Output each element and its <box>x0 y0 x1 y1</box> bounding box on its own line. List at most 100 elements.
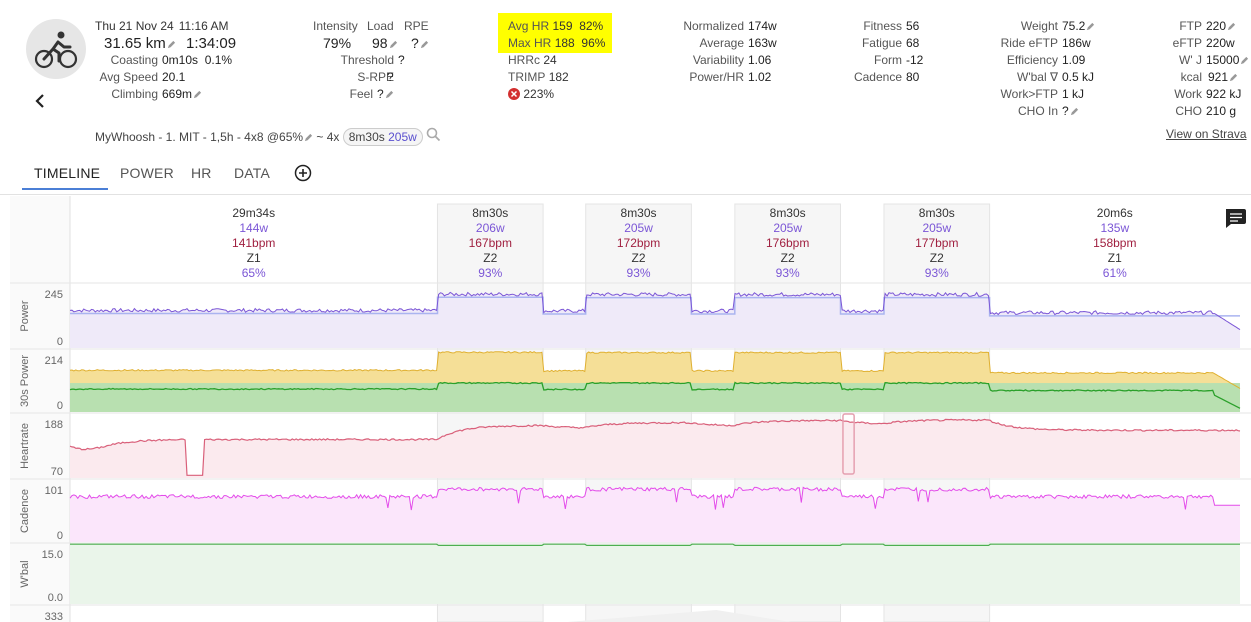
interval-pct-label: 61% <box>1103 266 1127 280</box>
interval-bpm-label: 141bpm <box>232 236 275 250</box>
work-value: 922 kJ <box>1206 87 1242 101</box>
edit-icon[interactable] <box>1070 107 1079 116</box>
cycling-icon <box>34 31 78 69</box>
weight-label: Weight <box>1020 19 1058 33</box>
threshold-value[interactable]: ? <box>398 53 405 67</box>
ftp-value[interactable]: 220 <box>1206 19 1236 33</box>
load-label: Load <box>367 19 394 33</box>
add-tab-icon[interactable] <box>294 164 312 182</box>
edit-icon[interactable] <box>389 40 398 49</box>
interval-bpm-label: 176bpm <box>766 236 809 250</box>
wbal-series <box>70 543 1240 546</box>
panel-axis-label: W'bal <box>19 560 31 587</box>
distance-value[interactable]: 31.65 km <box>104 35 176 52</box>
avg-hr: Avg HR 159 82% <box>508 19 604 33</box>
rpe-label: RPE <box>404 19 429 33</box>
wj-value[interactable]: 15000 <box>1206 53 1249 67</box>
trimp: TRIMP 182 <box>508 70 569 84</box>
edit-icon[interactable] <box>167 40 176 49</box>
tab-power[interactable]: POWER <box>120 165 174 181</box>
comment-icon-lines <box>1230 213 1242 222</box>
fitness-label: Fitness <box>863 19 902 33</box>
panel-axis-label: Heartrate <box>19 423 31 469</box>
interval-dur-label: 8m30s <box>621 206 657 220</box>
interval-pct-label: 65% <box>242 266 266 280</box>
kcal-value[interactable]: 921 <box>1208 70 1238 84</box>
interval-pct-label: 93% <box>776 266 800 280</box>
active-tab-indicator <box>22 188 108 190</box>
variability-value: 1.06 <box>748 53 772 67</box>
view-on-strava-link[interactable]: View on Strava <box>1166 127 1247 141</box>
interval-chip[interactable]: 8m30s 205w <box>342 128 423 146</box>
interval-w-label: 205w <box>773 221 802 235</box>
back-chevron-icon[interactable] <box>32 92 48 110</box>
error-icon <box>508 88 520 100</box>
work-label: Work <box>1174 87 1202 101</box>
edit-icon[interactable] <box>193 90 202 99</box>
hr-series <box>69 418 1241 476</box>
fatigue-label: Fatigue <box>861 36 902 50</box>
edit-icon[interactable] <box>1229 73 1238 82</box>
edit-icon[interactable] <box>1086 22 1095 31</box>
wbal-area <box>70 544 1240 604</box>
feel-label: Feel <box>349 87 373 101</box>
edit-icon[interactable] <box>1240 56 1249 65</box>
search-icon[interactable] <box>426 127 441 142</box>
efficiency-label: Efficiency <box>1006 53 1058 67</box>
wbal-value: 0.5 kJ <box>1062 70 1095 84</box>
avg-speed-value: 20.1 <box>162 70 186 84</box>
edit-icon[interactable] <box>420 40 429 49</box>
activity-datetime: Thu 21 Nov 24 11:16 AM <box>95 19 229 33</box>
max-hr: Max HR 188 96% <box>508 36 606 50</box>
srpe-value[interactable]: ? <box>387 70 394 84</box>
panel-max-tick: 245 <box>45 289 63 301</box>
normalized-label: Normalized <box>683 19 744 33</box>
ftp-label: FTP <box>1179 19 1202 33</box>
header-divider <box>0 194 1251 195</box>
edit-icon[interactable] <box>385 90 394 99</box>
ride-eftp-label: Ride eFTP <box>1000 36 1058 50</box>
cadence-label: Cadence <box>853 70 902 84</box>
interval-dur-label: 29m34s <box>232 206 275 220</box>
hr-highlight <box>498 13 612 53</box>
duration-value[interactable]: 1:34:09 <box>186 35 237 52</box>
tab-hr[interactable]: HR <box>191 165 212 181</box>
interval-bpm-label: 167bpm <box>469 236 512 250</box>
tab-timeline[interactable]: TIMELINE <box>34 165 101 181</box>
activity-name[interactable]: MyWhoosh - 1. MIT - 1,5h - 4x8 @65% ~ 4x… <box>95 128 423 146</box>
power30-base-area <box>70 383 1240 412</box>
comment-icon[interactable] <box>1226 209 1246 228</box>
interval-dur-label: 8m30s <box>472 206 508 220</box>
climbing-label: Climbing <box>111 87 158 101</box>
average-label: Average <box>699 36 744 50</box>
interval-zone-label: Z2 <box>632 251 646 265</box>
interval-w-label: 205w <box>922 221 951 235</box>
weight-value[interactable]: 75.2 <box>1062 19 1095 33</box>
hrrc: HRRc 24 <box>508 53 557 67</box>
sport-avatar[interactable] <box>26 19 86 79</box>
interval-w-label: 205w <box>624 221 653 235</box>
form-value: -12 <box>906 53 924 67</box>
timeline-chart[interactable]: 29m34s144w141bpmZ165%8m30s206w167bpmZ293… <box>0 196 1251 622</box>
wj-label: W' J <box>1179 53 1202 67</box>
panel-min-tick: 0.0 <box>48 592 63 604</box>
edit-icon[interactable] <box>1227 22 1236 31</box>
tab-data[interactable]: DATA <box>234 165 271 181</box>
interval-w-label: 135w <box>1100 221 1129 235</box>
cadence-series <box>69 486 1240 511</box>
climbing-value[interactable]: 669m <box>162 87 202 101</box>
edit-icon[interactable] <box>304 133 313 142</box>
interval-w-label: 144w <box>239 221 268 235</box>
panel-axis-label: 30s Power <box>19 355 31 407</box>
feel-value[interactable]: ? <box>377 87 394 101</box>
load-value[interactable]: 98 <box>372 35 398 51</box>
interval-bpm-label: 158bpm <box>1093 236 1136 250</box>
cho-in-value[interactable]: ? <box>1062 104 1079 118</box>
rpe-value[interactable]: ? <box>411 35 429 51</box>
decoupling: 223% <box>508 87 554 101</box>
coasting-label: Coasting <box>110 53 158 67</box>
eftp-label: eFTP <box>1172 36 1202 50</box>
interval-dur-label: 20m6s <box>1097 206 1133 220</box>
hr-area <box>70 419 1240 478</box>
wbal-label: W'bal ∇ <box>1017 70 1058 84</box>
